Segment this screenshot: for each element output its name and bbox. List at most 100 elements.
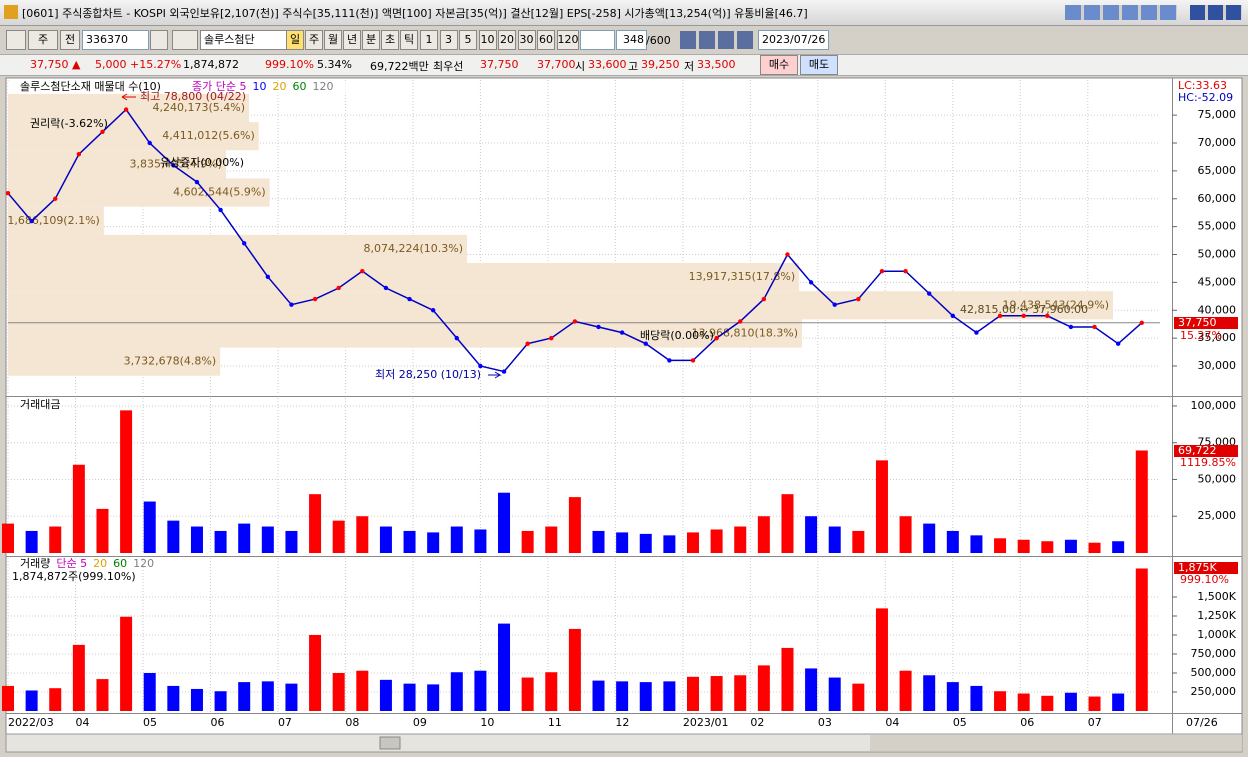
buy-button[interactable]: 매수 xyxy=(760,55,798,75)
price-point xyxy=(5,190,11,196)
sell-button[interactable]: 매도 xyxy=(800,55,838,75)
volume-bar xyxy=(1135,568,1148,711)
annotation: 최고 78,800 (04/22) xyxy=(140,90,246,103)
y-tick-label: 1,250K xyxy=(1197,609,1236,622)
volume-bar xyxy=(72,464,85,553)
right-label: 15.27% xyxy=(1180,329,1222,342)
volume-bar xyxy=(96,508,109,553)
volume-bar xyxy=(852,683,865,711)
dropdown[interactable] xyxy=(580,30,615,50)
volume-bar xyxy=(828,677,841,711)
sound-button[interactable] xyxy=(172,30,198,50)
volume-bar xyxy=(379,679,392,711)
volume-bar xyxy=(261,681,274,711)
legend-item: 20 xyxy=(93,557,107,570)
price-point xyxy=(147,140,152,146)
volume-bar xyxy=(427,684,440,711)
volume-bar xyxy=(923,523,936,553)
toolbar-button[interactable]: 10 xyxy=(478,30,497,50)
volume-bar xyxy=(686,532,699,553)
high: 39,250 xyxy=(641,58,680,71)
open-label: 시 xyxy=(575,60,586,73)
toolbar-button[interactable]: 월 xyxy=(324,30,342,50)
x-tick-label: 05 xyxy=(953,716,967,729)
stock-name[interactable]: 솔루스첨단 xyxy=(200,30,287,50)
volume-bar xyxy=(1041,695,1054,711)
toolbar-button[interactable]: 주 xyxy=(305,30,323,50)
count-input[interactable]: 348 xyxy=(616,30,647,50)
volume-bar xyxy=(214,691,227,711)
toolbar-button[interactable]: 틱 xyxy=(400,30,418,50)
toolbar-button[interactable]: 년 xyxy=(343,30,361,50)
search-button[interactable] xyxy=(150,30,168,50)
price-point xyxy=(974,330,979,335)
toolbar-button[interactable]: 30 xyxy=(517,30,536,50)
volume-bar xyxy=(994,538,1007,553)
profile-label: 3,732,678(4.8%) xyxy=(124,355,217,368)
profile-label: 3,835,405(4.9%) xyxy=(130,157,223,170)
low-label: 저 xyxy=(684,60,695,73)
price-point xyxy=(1045,313,1050,319)
profile-label: 4,240,173(5.4%) xyxy=(153,101,246,114)
scroll-thumb[interactable] xyxy=(379,736,401,750)
price-point xyxy=(997,313,1003,319)
chart-title: 거래량 xyxy=(20,557,50,570)
annotation: 권리락(-3.62%) xyxy=(30,117,108,130)
arrow xyxy=(488,371,502,379)
volume-bar xyxy=(1112,693,1125,711)
market-select[interactable]: 주 xyxy=(28,30,58,50)
y-tick-label: 250,000 xyxy=(1191,685,1237,698)
x-tick-label: 11 xyxy=(548,716,562,729)
volume-bar xyxy=(309,494,322,553)
menu-icon[interactable] xyxy=(6,30,26,50)
volume-bar xyxy=(332,672,345,711)
toolbar-button[interactable]: 초 xyxy=(381,30,399,50)
toolbar-button[interactable]: 5 xyxy=(459,30,477,50)
turnover: 5.34% xyxy=(317,58,352,71)
prev-button[interactable]: 전 xyxy=(60,30,80,50)
volume-bar xyxy=(190,526,203,553)
toolbar-button[interactable]: 60 xyxy=(537,30,555,50)
price-point xyxy=(572,319,578,324)
volume-bar xyxy=(616,681,629,711)
toolbar-button[interactable]: 3 xyxy=(439,30,458,50)
best-label: 최우선 xyxy=(433,60,464,73)
volume-bar xyxy=(1112,541,1125,553)
window-tools[interactable] xyxy=(1065,5,1177,20)
x-tick-label: 08 xyxy=(345,716,359,729)
x-tick-label: 07 xyxy=(1088,716,1102,729)
price-point xyxy=(619,330,625,335)
volume-bar xyxy=(25,530,38,553)
right-label: HC:-52.09 xyxy=(1178,91,1233,104)
volume-bar xyxy=(403,530,416,553)
volume-bar xyxy=(899,670,912,711)
volume-bar xyxy=(639,533,652,553)
chart-tools[interactable] xyxy=(680,31,754,49)
high-label: 고 xyxy=(628,60,639,73)
toolbar-button[interactable]: 20 xyxy=(498,30,516,50)
date-input[interactable]: 2023/07/26 xyxy=(758,30,829,50)
price-point xyxy=(808,280,814,285)
volume-bar xyxy=(734,675,747,711)
profile-label: 1,686,109(2.1%) xyxy=(7,214,100,227)
toolbar-button[interactable]: 일 xyxy=(286,30,304,50)
toolbar-button[interactable]: 120 xyxy=(556,30,579,50)
window-controls[interactable] xyxy=(1190,5,1242,20)
volume-bar xyxy=(1135,450,1148,553)
zoom-tools[interactable] xyxy=(870,735,1242,751)
y-tick-label: 500,000 xyxy=(1191,666,1237,679)
y-tick-label: 65,000 xyxy=(1198,164,1237,177)
toolbar-button[interactable]: 1 xyxy=(420,30,438,50)
x-tick-label: 05 xyxy=(143,716,157,729)
price-point xyxy=(100,129,105,135)
price-point xyxy=(643,341,648,346)
y-tick-label: 100,000 xyxy=(1191,399,1237,412)
toolbar-button[interactable]: 분 xyxy=(362,30,380,50)
legend-item: 60 xyxy=(292,80,306,93)
code-input[interactable]: 336370 xyxy=(82,30,149,50)
price-point xyxy=(123,107,129,112)
volume-bar xyxy=(875,608,888,711)
volume-bar xyxy=(1064,692,1077,711)
volume-bar xyxy=(120,410,133,553)
low: 33,500 xyxy=(697,58,736,71)
